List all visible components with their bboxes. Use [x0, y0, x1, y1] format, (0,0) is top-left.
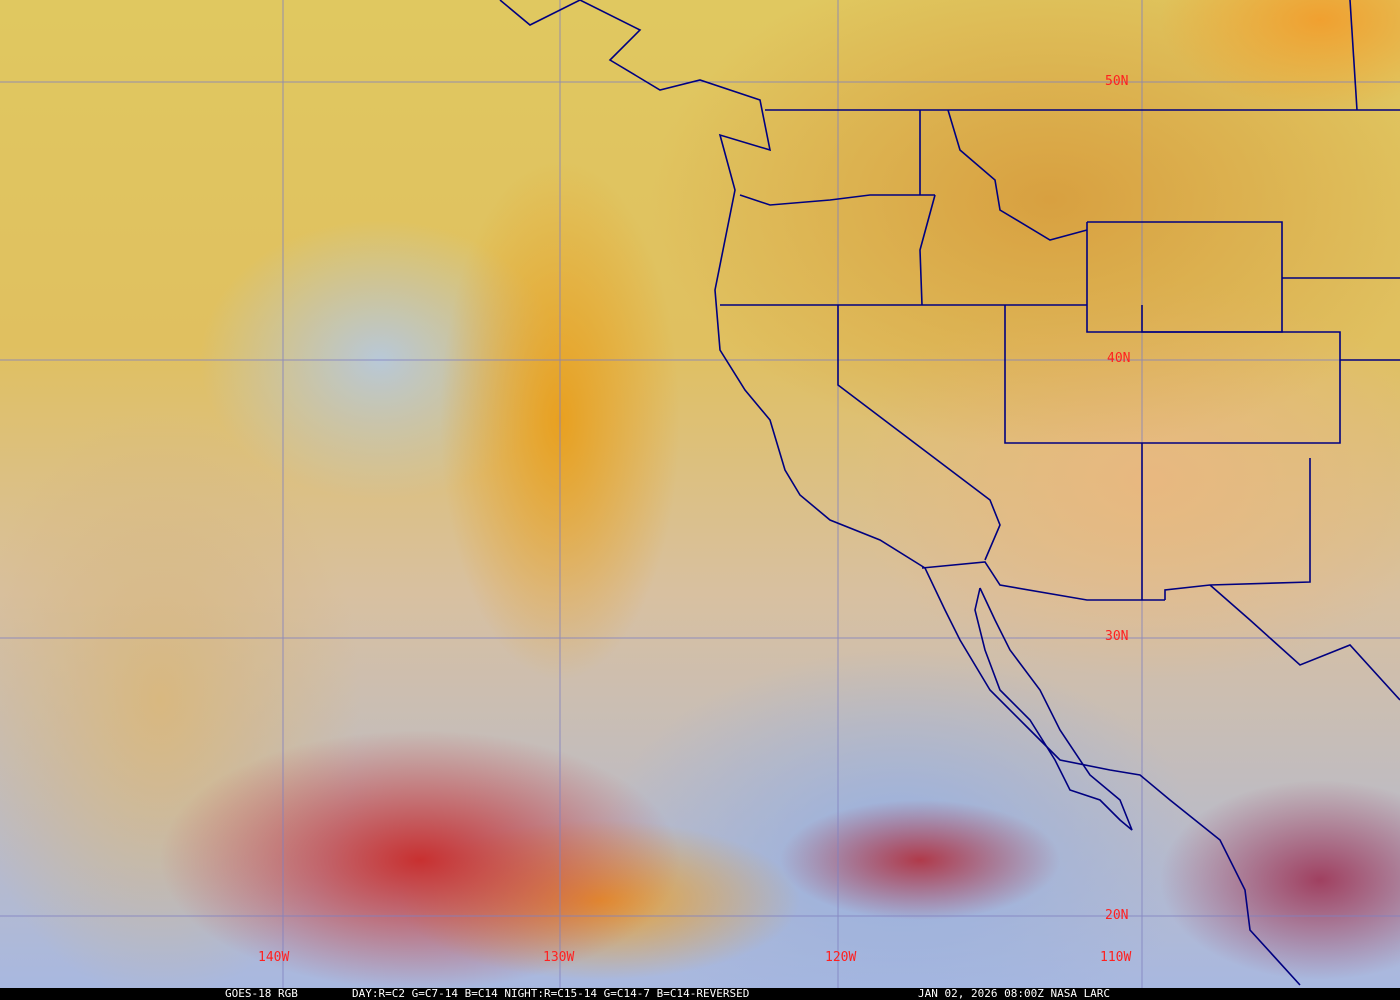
grid-labels: 50N 40N 30N 20N 140W 130W 120W 110W — [258, 74, 1131, 965]
border-ca-nv — [837, 305, 1001, 561]
lat-label: 20N — [1105, 908, 1128, 923]
border-wy — [1086, 221, 1283, 333]
lon-label: 120W — [825, 950, 856, 965]
caption-timestamp: JAN 02, 2026 08:00Z NASA LARC — [918, 987, 1111, 1000]
caption-recipe: DAY:R=C2 G=C7-14 B=C14 NIGHT:R=C15-14 G=… — [352, 987, 750, 1000]
border-wa-or — [739, 194, 935, 206]
border-nv-ut-az — [1004, 305, 1341, 444]
border-us-mexico — [921, 561, 1165, 601]
border-id-mt — [947, 109, 1088, 241]
lon-label: 140W — [258, 950, 289, 965]
border-mt-nd — [1349, 0, 1358, 111]
lat-label: 40N — [1107, 351, 1130, 366]
lon-label: 110W — [1100, 950, 1131, 965]
lat-label: 30N — [1105, 629, 1128, 644]
border-or-id — [919, 194, 936, 306]
lon-label: 130W — [543, 950, 574, 965]
coastlines-and-borders — [499, 0, 1400, 986]
lat-label: 50N — [1105, 74, 1128, 89]
border-nm — [1164, 458, 1311, 600]
coastline — [499, 0, 1301, 986]
border-mexico-tx — [1209, 584, 1400, 701]
caption-product: GOES-18 RGB — [225, 987, 298, 1000]
image-caption-bar: GOES-18 RGB DAY:R=C2 G=C7-14 B=C14 NIGHT… — [0, 988, 1400, 1000]
baja-coastline — [974, 587, 1133, 831]
